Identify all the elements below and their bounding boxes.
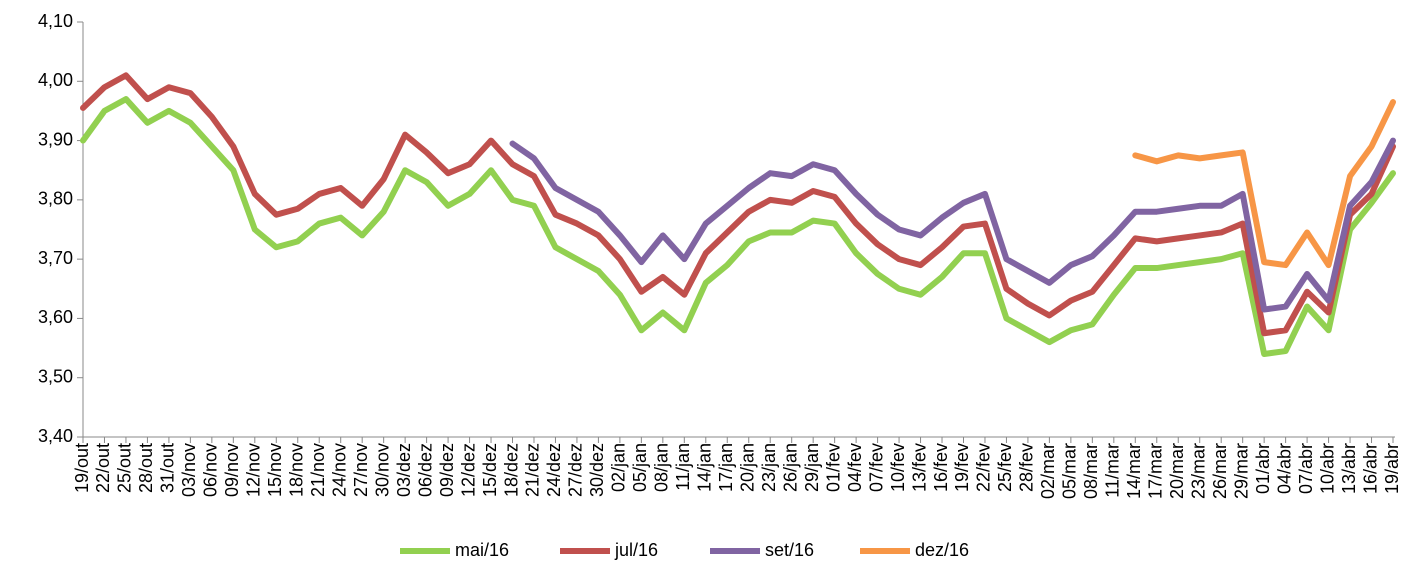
x-tick-label: 26/mar	[1210, 443, 1230, 499]
x-tick-label: 01/fev	[823, 443, 843, 492]
legend-item: jul/16	[560, 540, 658, 560]
x-tick-label: 29/jan	[802, 443, 822, 492]
x-tick-label: 21/nov	[308, 443, 328, 497]
y-tick-label: 3,70	[38, 248, 73, 268]
x-tick-label: 27/dez	[566, 443, 586, 497]
x-tick-label: 21/dez	[523, 443, 543, 497]
y-tick-label: 3,60	[38, 307, 73, 327]
x-tick-label: 30/dez	[587, 443, 607, 497]
x-tick-label: 20/jan	[737, 443, 757, 492]
x-tick-label: 19/out	[72, 443, 92, 493]
x-tick-label: 23/jan	[759, 443, 779, 492]
x-tick-label: 18/nov	[287, 443, 307, 497]
x-tick-label: 16/abr	[1360, 443, 1380, 494]
x-tick-label: 03/dez	[394, 443, 414, 497]
x-tick-label: 09/nov	[222, 443, 242, 497]
x-tick-label: 28/fev	[1017, 443, 1037, 492]
legend-label: jul/16	[614, 540, 658, 560]
x-tick-label: 05/mar	[1060, 443, 1080, 499]
x-tick-label: 06/nov	[201, 443, 221, 497]
x-tick-label: 25/fev	[995, 443, 1015, 492]
x-tick-label: 19/abr	[1382, 443, 1402, 494]
x-tick-label: 15/nov	[265, 443, 285, 497]
x-tick-label: 20/mar	[1167, 443, 1187, 499]
x-tick-label: 30/nov	[372, 443, 392, 497]
x-tick-label: 04/fev	[845, 443, 865, 492]
x-tick-label: 29/mar	[1231, 443, 1251, 499]
x-tick-label: 13/abr	[1339, 443, 1359, 494]
x-tick-label: 24/nov	[329, 443, 349, 497]
x-tick-label: 14/mar	[1124, 443, 1144, 499]
x-tick-label: 11/mar	[1103, 443, 1123, 498]
y-tick-label: 3,50	[38, 366, 73, 386]
x-tick-label: 08/mar	[1081, 443, 1101, 499]
x-tick-label: 01/abr	[1253, 443, 1273, 494]
x-tick-label: 03/nov	[179, 443, 199, 497]
x-tick-label: 05/jan	[630, 443, 650, 492]
x-tick-label: 23/mar	[1188, 443, 1208, 499]
x-tick-label: 12/dez	[458, 443, 478, 497]
x-tick-label: 22/fev	[974, 443, 994, 492]
x-tick-label: 10/abr	[1317, 443, 1337, 494]
x-tick-label: 17/jan	[716, 443, 736, 492]
x-tick-label: 06/dez	[415, 443, 435, 497]
x-tick-label: 09/dez	[437, 443, 457, 497]
x-tick-label: 10/fev	[888, 443, 908, 492]
x-tick-label: 24/dez	[544, 443, 564, 497]
legend-item: dez/16	[860, 540, 969, 560]
x-tick-label: 25/out	[115, 443, 135, 493]
x-tick-label: 26/jan	[780, 443, 800, 492]
y-tick-label: 4,00	[38, 70, 73, 90]
x-tick-label: 07/fev	[866, 443, 886, 492]
y-tick-label: 3,40	[38, 426, 73, 446]
x-tick-label: 19/fev	[952, 443, 972, 492]
x-tick-label: 14/jan	[695, 443, 715, 492]
x-tick-label: 12/nov	[244, 443, 264, 497]
x-tick-label: 08/jan	[652, 443, 672, 492]
x-tick-label: 22/out	[93, 443, 113, 493]
y-tick-label: 3,90	[38, 129, 73, 149]
x-tick-label: 02/mar	[1038, 443, 1058, 499]
legend-label: dez/16	[915, 540, 969, 560]
series-line	[80, 72, 1396, 337]
y-tick-label: 3,80	[38, 189, 73, 209]
x-tick-label: 18/dez	[501, 443, 521, 497]
series-line	[80, 96, 1396, 357]
legend-item: set/16	[710, 540, 814, 560]
x-tick-label: 28/out	[136, 443, 156, 493]
series-line	[509, 137, 1396, 313]
x-tick-label: 11/jan	[673, 443, 693, 491]
x-tick-label: 13/fev	[909, 443, 929, 492]
series-line	[1132, 99, 1396, 269]
x-tick-label: 02/jan	[609, 443, 629, 492]
x-tick-label: 16/fev	[931, 443, 951, 492]
x-tick-label: 07/abr	[1296, 443, 1316, 494]
legend-label: set/16	[765, 540, 814, 560]
x-tick-label: 04/abr	[1274, 443, 1294, 494]
y-tick-label: 4,10	[38, 11, 73, 31]
x-tick-label: 27/nov	[351, 443, 371, 497]
x-tick-label: 31/out	[158, 443, 178, 493]
legend-label: mai/16	[455, 540, 509, 560]
x-tick-label: 15/dez	[480, 443, 500, 497]
x-tick-label: 17/mar	[1146, 443, 1166, 499]
legend-item: mai/16	[400, 540, 509, 560]
